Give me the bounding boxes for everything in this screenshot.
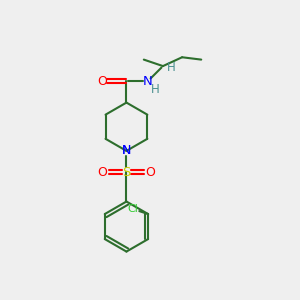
Text: N: N (122, 144, 131, 158)
Text: N: N (122, 144, 131, 158)
Text: O: O (146, 166, 155, 178)
Text: O: O (97, 75, 106, 88)
Text: H: H (167, 61, 176, 74)
Text: O: O (98, 166, 107, 178)
Text: H: H (151, 83, 159, 96)
Text: S: S (122, 166, 130, 178)
Text: N: N (143, 75, 152, 88)
Text: Cl: Cl (128, 204, 138, 214)
